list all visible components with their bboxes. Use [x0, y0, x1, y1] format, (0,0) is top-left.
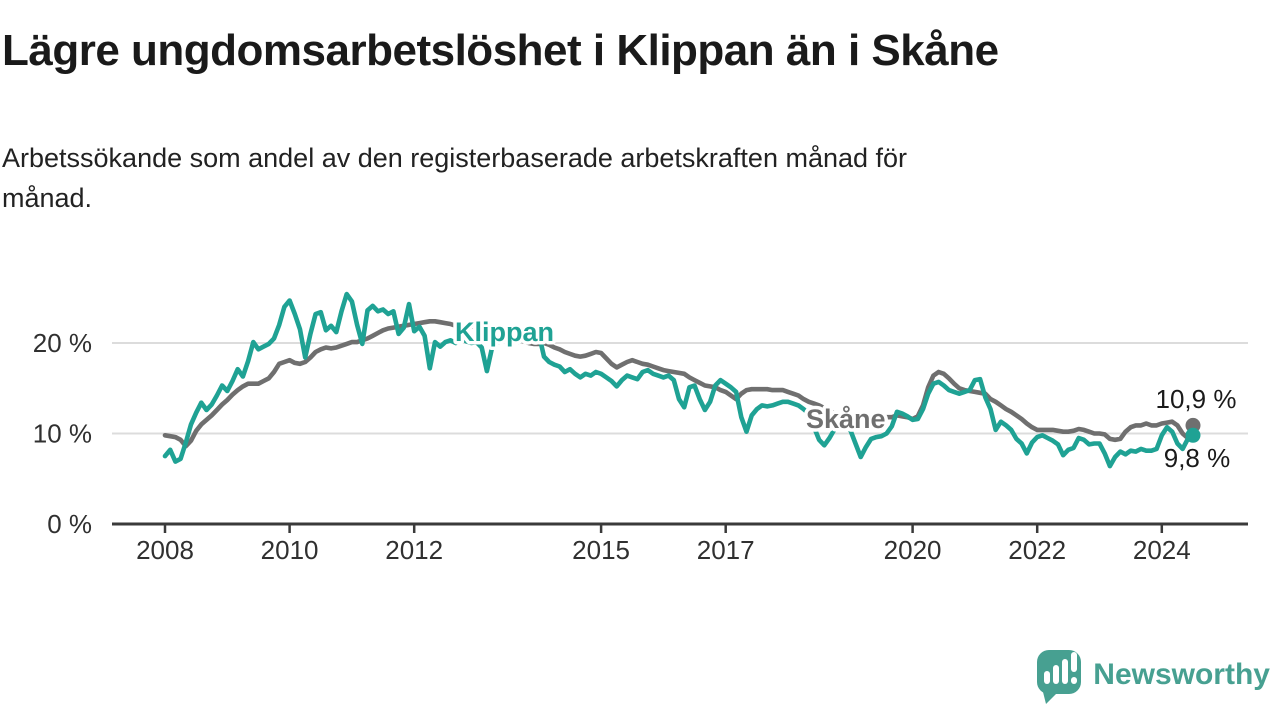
- subtitle-line-2: månad.: [2, 183, 93, 213]
- y-tick-label: 10 %: [33, 419, 92, 449]
- x-tick-label: 2010: [261, 535, 319, 565]
- skane-end-value-label: 10,9 %: [1156, 384, 1237, 414]
- newsworthy-wordmark: Newsworthy: [1093, 658, 1270, 691]
- x-tick-label: 2017: [697, 535, 755, 565]
- gridlines: [112, 342, 1248, 435]
- x-tick-label: 2012: [385, 535, 443, 565]
- x-tick-label: 2015: [572, 535, 630, 565]
- x-tick-label: 2022: [1008, 535, 1066, 565]
- x-tick-label: 2024: [1133, 535, 1191, 565]
- x-tick-label: 2008: [136, 535, 194, 565]
- chart-subtitle: Arbetssökande som andel av den registerb…: [2, 138, 1202, 218]
- klippan-series-label: Klippan: [455, 317, 554, 347]
- newsworthy-branding: Newsworthy: [1033, 645, 1270, 705]
- x-tick-label: 2020: [884, 535, 942, 565]
- subtitle-line-1: Arbetssökande som andel av den registerb…: [2, 143, 908, 173]
- klippan-end-value-label: 9,8 %: [1164, 443, 1231, 473]
- y-tick-label: 0 %: [47, 509, 92, 539]
- y-tick-label: 20 %: [33, 328, 92, 358]
- klippan-line: [162, 291, 1196, 469]
- x-axis-tick-labels: 2008 2010 2012 2015 2017 2020 2022 2024: [136, 535, 1191, 565]
- y-axis-labels: 0 % 10 % 20 %: [33, 328, 92, 539]
- skane-line: [162, 318, 1196, 449]
- klippan-end-dot: [1185, 427, 1201, 443]
- line-chart: 0 % 10 % 20 % 2008 2010 2012 2015 2017 2020 2022…: [33, 291, 1248, 565]
- bar-chart-speech-bubble-icon: [1037, 650, 1082, 704]
- skane-series-label: Skåne: [806, 404, 886, 434]
- x-axis-ticks: [163, 524, 1164, 533]
- page-title: Lägre ungdomsarbetslöshet i Klippan än i…: [2, 26, 999, 75]
